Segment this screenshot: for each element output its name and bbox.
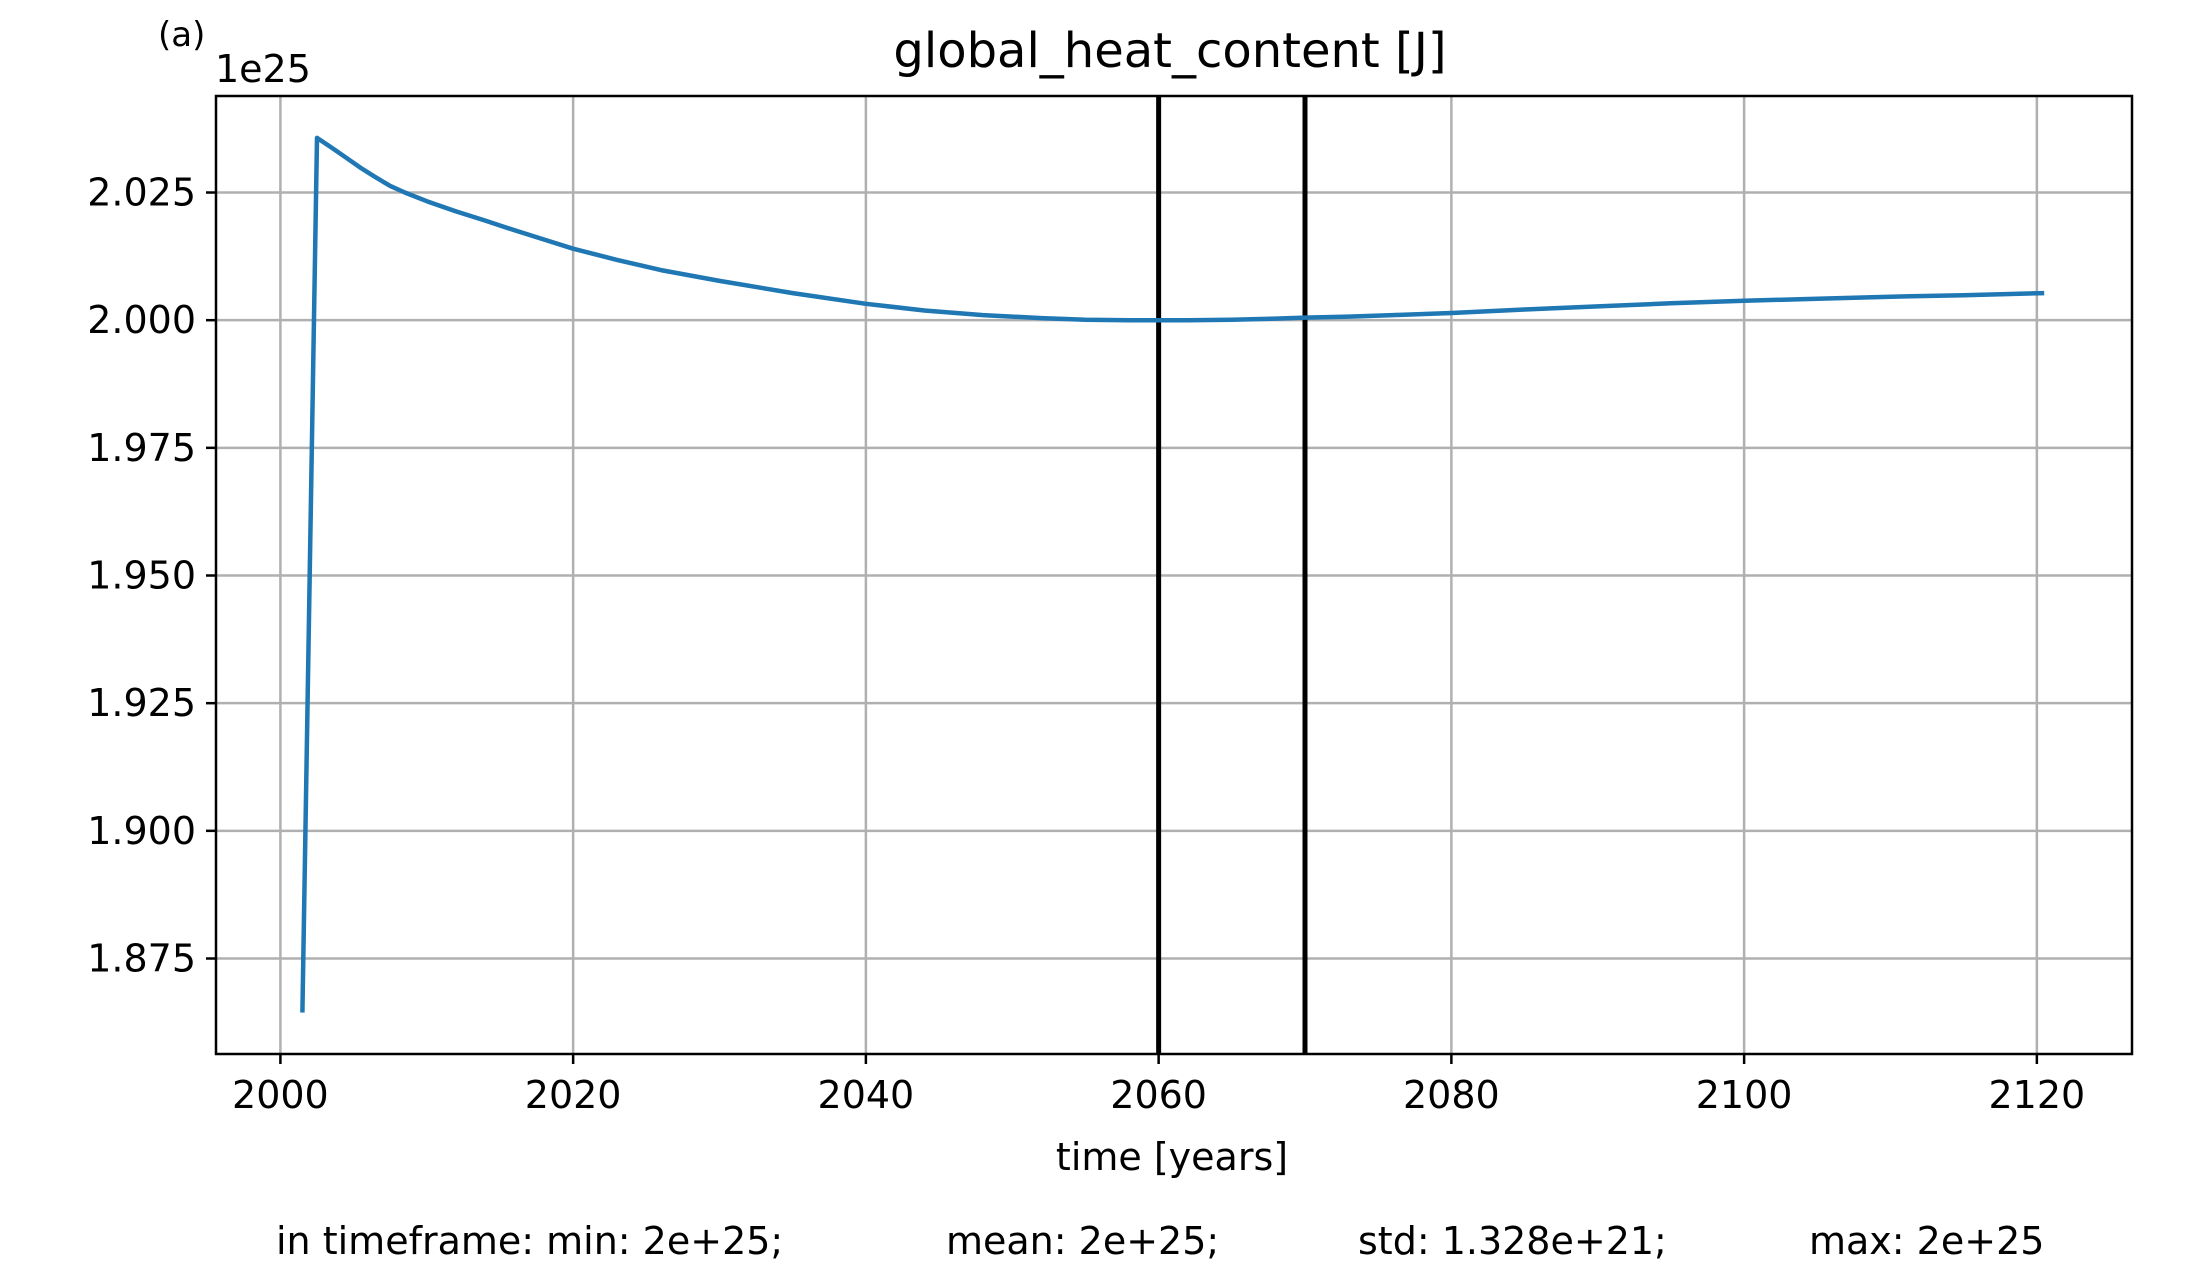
y-tick-label: 1.975 bbox=[87, 426, 196, 470]
vertical-markers bbox=[1156, 96, 1308, 1054]
y-offset-label: 1e25 bbox=[215, 47, 311, 91]
stat-max: max: 2e+25 bbox=[1809, 1219, 2044, 1263]
series-layer bbox=[300, 135, 2045, 1013]
x-tick-label: 2100 bbox=[1696, 1073, 1793, 1117]
y-tick-label: 1.875 bbox=[87, 937, 196, 981]
x-tick-label: 2060 bbox=[1110, 1073, 1207, 1117]
y-tick-label: 1.900 bbox=[87, 809, 196, 853]
y-tick-label: 1.950 bbox=[87, 554, 196, 598]
x-tick-label: 2000 bbox=[232, 1073, 329, 1117]
grid-lines bbox=[216, 96, 2132, 1054]
y-tick-label: 2.000 bbox=[87, 298, 196, 342]
x-tick-label: 2120 bbox=[1988, 1073, 2085, 1117]
x-tick-label: 2020 bbox=[525, 1073, 622, 1117]
panel-label: (a) bbox=[158, 15, 205, 55]
stat-min: in timeframe: min: 2e+25; bbox=[276, 1219, 783, 1263]
x-tick-label: 2080 bbox=[1403, 1073, 1500, 1117]
x-axis-label: time [years] bbox=[1056, 1135, 1288, 1179]
x-tick-label: 2040 bbox=[818, 1073, 915, 1117]
y-tick-label: 1.925 bbox=[87, 681, 196, 725]
stat-mean: mean: 2e+25; bbox=[946, 1219, 1219, 1263]
y-tick-label: 2.025 bbox=[87, 171, 196, 215]
axis-ticks: 2000 2020 2040 2060 2080 2100 2120 1.875 1.900 1.… bbox=[87, 171, 2085, 1117]
series-line bbox=[300, 135, 2045, 1013]
stat-std: std: 1.328e+21; bbox=[1358, 1219, 1667, 1263]
chart-title: global_heat_content [J] bbox=[893, 23, 1446, 79]
